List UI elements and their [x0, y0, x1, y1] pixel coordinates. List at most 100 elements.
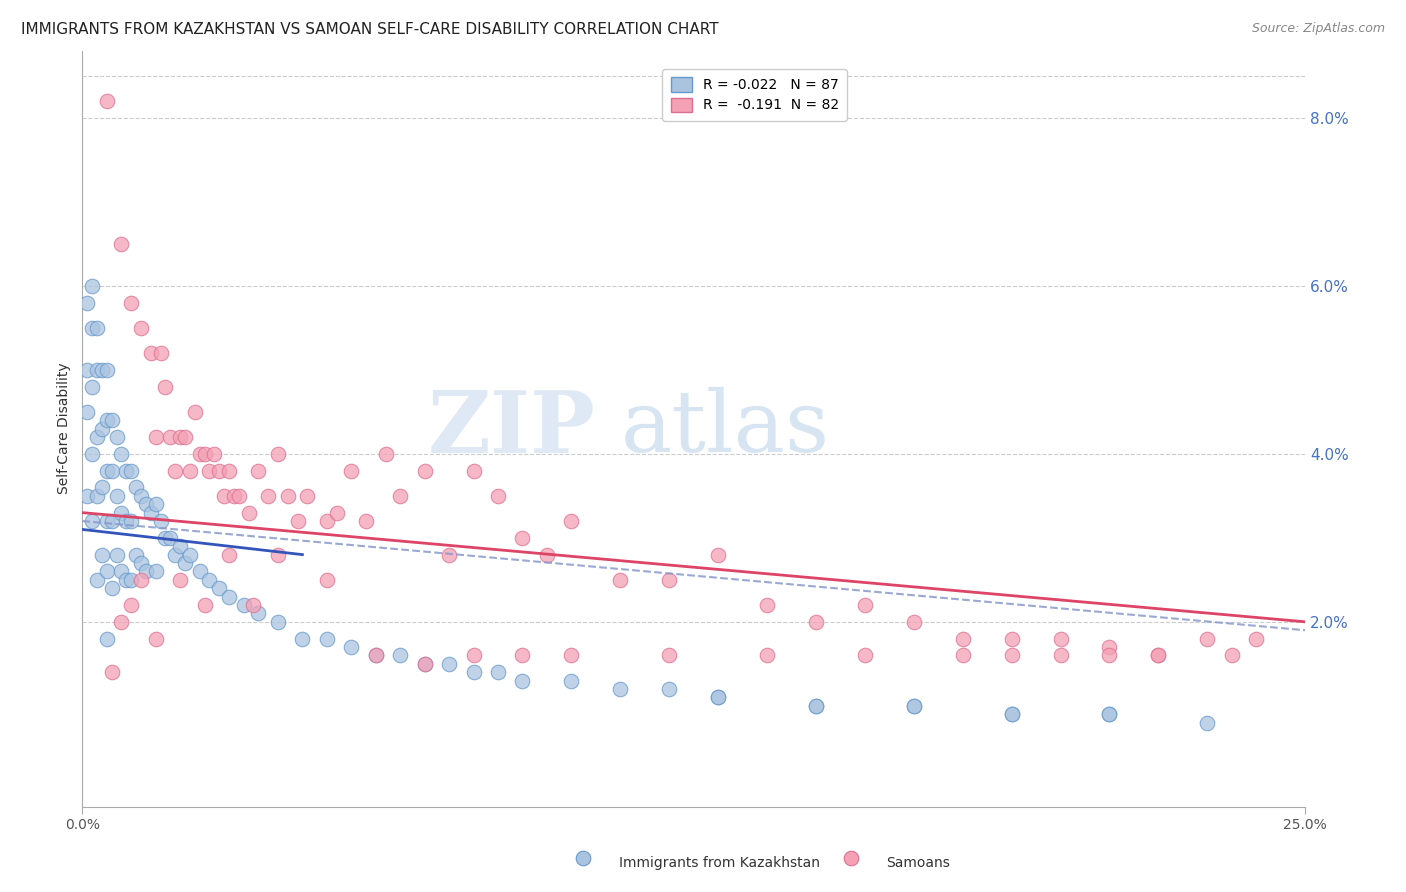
Point — [125, 480, 148, 494]
Point — [1049, 632, 1071, 646]
Point — [291, 632, 314, 646]
Point — [1197, 632, 1219, 646]
Point — [560, 514, 582, 528]
Point — [853, 598, 876, 612]
Text: ZIP: ZIP — [427, 386, 596, 471]
Point — [658, 681, 681, 696]
Point — [198, 573, 221, 587]
Point — [120, 464, 142, 478]
Point — [325, 506, 347, 520]
Point — [222, 489, 245, 503]
Point — [1000, 648, 1022, 663]
Point — [1197, 715, 1219, 730]
Point — [560, 673, 582, 688]
Point — [242, 598, 264, 612]
Point — [756, 648, 779, 663]
Point — [169, 573, 191, 587]
Point — [413, 657, 436, 671]
Point — [297, 489, 319, 503]
Point — [374, 447, 396, 461]
Point — [105, 430, 128, 444]
Point — [76, 363, 98, 377]
Point — [80, 379, 103, 393]
Point — [86, 489, 108, 503]
Point — [903, 615, 925, 629]
Point — [179, 548, 201, 562]
Point — [100, 665, 122, 680]
Point — [90, 480, 112, 494]
Point — [86, 321, 108, 335]
Point — [208, 464, 231, 478]
Point — [1244, 632, 1267, 646]
Point — [110, 236, 132, 251]
Point — [536, 548, 558, 562]
Point — [129, 573, 152, 587]
Point — [145, 565, 167, 579]
Point — [169, 430, 191, 444]
Point — [463, 464, 485, 478]
Point — [149, 514, 172, 528]
Point — [135, 565, 157, 579]
Point — [115, 573, 138, 587]
Point — [512, 531, 534, 545]
Text: atlas: atlas — [620, 387, 830, 470]
Point — [952, 632, 974, 646]
Point — [193, 447, 215, 461]
Point — [340, 464, 363, 478]
Point — [110, 615, 132, 629]
Point — [76, 489, 98, 503]
Point — [115, 514, 138, 528]
Point — [560, 648, 582, 663]
Point — [76, 405, 98, 419]
Point — [105, 489, 128, 503]
Point — [159, 430, 181, 444]
Point — [110, 447, 132, 461]
Point — [165, 464, 187, 478]
Point — [120, 573, 142, 587]
Point — [389, 648, 412, 663]
Point — [193, 598, 215, 612]
Point — [247, 464, 270, 478]
Point — [364, 648, 387, 663]
Point — [165, 548, 187, 562]
Point — [903, 698, 925, 713]
Point — [247, 607, 270, 621]
Point — [707, 690, 730, 705]
Point — [287, 514, 309, 528]
Point — [145, 430, 167, 444]
Point — [364, 648, 387, 663]
Point — [218, 590, 240, 604]
Point — [1000, 707, 1022, 722]
Point — [756, 598, 779, 612]
Point — [96, 565, 118, 579]
Point — [267, 548, 290, 562]
Point — [232, 598, 254, 612]
Point — [202, 447, 225, 461]
Point — [315, 632, 337, 646]
Point — [437, 657, 460, 671]
Point — [105, 548, 128, 562]
Point — [145, 497, 167, 511]
Point — [257, 489, 280, 503]
Point — [120, 514, 142, 528]
Point — [129, 556, 152, 570]
Point — [125, 548, 148, 562]
Point — [145, 632, 167, 646]
Point — [96, 464, 118, 478]
Text: Source: ZipAtlas.com: Source: ZipAtlas.com — [1251, 22, 1385, 36]
Point — [76, 295, 98, 310]
Point — [80, 278, 103, 293]
Point — [1000, 707, 1022, 722]
Point — [413, 464, 436, 478]
Point — [707, 690, 730, 705]
Point — [463, 665, 485, 680]
Point — [100, 413, 122, 427]
Point — [315, 573, 337, 587]
Point — [1220, 648, 1243, 663]
Point — [804, 698, 827, 713]
Point — [354, 514, 377, 528]
Point — [115, 464, 138, 478]
Point — [198, 464, 221, 478]
Point — [1098, 640, 1121, 654]
Point — [1000, 632, 1022, 646]
